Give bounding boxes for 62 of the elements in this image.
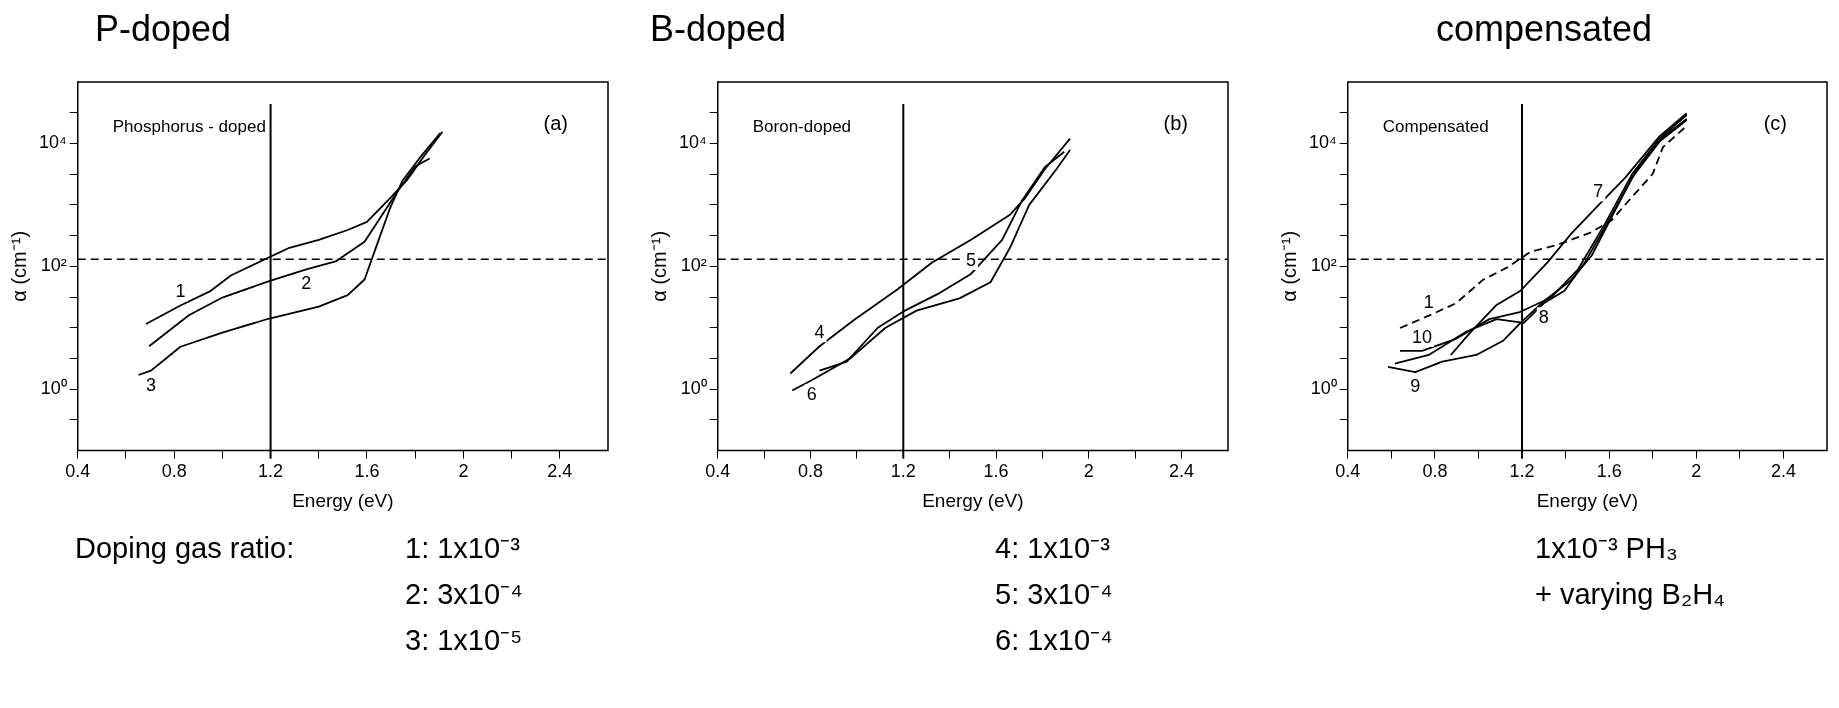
x-tick-label: 2.4: [1169, 461, 1195, 482]
annotation: (b): [1163, 111, 1188, 134]
series-label: 6: [806, 384, 817, 405]
x-tick-label: 2: [458, 461, 469, 482]
y-tick-label: 10⁰: [1310, 378, 1337, 399]
annotation: Compensated: [1382, 116, 1489, 136]
x-tick-label: 0.8: [798, 461, 824, 482]
x-tick-label: 2.4: [1770, 461, 1796, 482]
annotation: Phosphorus - doped: [112, 116, 266, 136]
y-tick-label: 10⁰: [40, 378, 67, 399]
annotation: Boron-doped: [752, 116, 852, 136]
x-tick-label: 1.6: [354, 461, 380, 482]
x-tick-label: 1.6: [1596, 461, 1622, 482]
y-axis-title: α (cm⁻¹): [647, 230, 670, 302]
x-tick-label: 1.2: [258, 461, 284, 482]
x-tick-label: 2.4: [547, 461, 573, 482]
x-axis-title: Energy (eV): [1536, 489, 1639, 511]
y-axis-title: α (cm⁻¹): [1277, 230, 1300, 302]
series-label: 5: [966, 249, 977, 270]
y-tick-label: 10⁴: [1308, 132, 1337, 153]
chart-title: P-doped: [95, 8, 232, 50]
x-tick-label: 0.4: [1335, 461, 1361, 482]
chart-title: B-doped: [650, 8, 787, 50]
text: 3: 1x10⁻⁵: [405, 623, 523, 658]
x-tick-label: 0.8: [1422, 461, 1448, 482]
x-tick-label: 0.8: [161, 461, 187, 482]
series-label: 3: [146, 374, 157, 395]
y-axis-title: α (cm⁻¹): [7, 230, 30, 302]
annotation: (a): [543, 111, 568, 134]
annotation: (c): [1763, 111, 1787, 134]
text: 2: 3x10⁻⁴: [405, 577, 523, 612]
legend-title: Doping gas ratio:: [75, 531, 295, 566]
y-tick-label: 10⁰: [680, 378, 707, 399]
x-tick-label: 0.4: [705, 461, 731, 482]
series-label: 4: [814, 322, 825, 343]
x-axis-title: Energy (eV): [922, 489, 1024, 511]
text: 5: 3x10⁻⁴: [995, 577, 1113, 612]
x-tick-label: 1.6: [983, 461, 1009, 482]
y-tick-label: 10²: [1310, 255, 1337, 276]
x-axis-title: Energy (eV): [292, 489, 394, 511]
text: + varying B₂H₄: [1535, 577, 1725, 612]
x-tick-label: 0.4: [65, 461, 91, 482]
text: 1x10⁻³ PH₃: [1535, 531, 1679, 566]
series-label: 8: [1538, 307, 1549, 328]
series-label: 9: [1410, 376, 1421, 397]
series-label: 1: [175, 281, 186, 302]
x-tick-label: 1.2: [1509, 461, 1535, 482]
text: 1: 1x10⁻³: [405, 531, 521, 566]
x-tick-label: 1.2: [890, 461, 916, 482]
chart-title: compensated: [1436, 8, 1653, 50]
x-tick-label: 2: [1083, 461, 1094, 482]
series-label: 7: [1593, 181, 1604, 202]
series-label: 1: [1423, 291, 1434, 312]
y-tick-label: 10⁴: [678, 132, 707, 153]
x-tick-label: 2: [1691, 461, 1702, 482]
series-label: 10: [1412, 326, 1433, 347]
y-tick-label: 10²: [680, 255, 707, 276]
y-tick-label: 10²: [40, 255, 67, 276]
y-tick-label: 10⁴: [38, 132, 67, 153]
text: 4: 1x10⁻³: [995, 531, 1111, 566]
text: 6: 1x10⁻⁴: [995, 623, 1113, 658]
series-label: 2: [301, 273, 312, 294]
